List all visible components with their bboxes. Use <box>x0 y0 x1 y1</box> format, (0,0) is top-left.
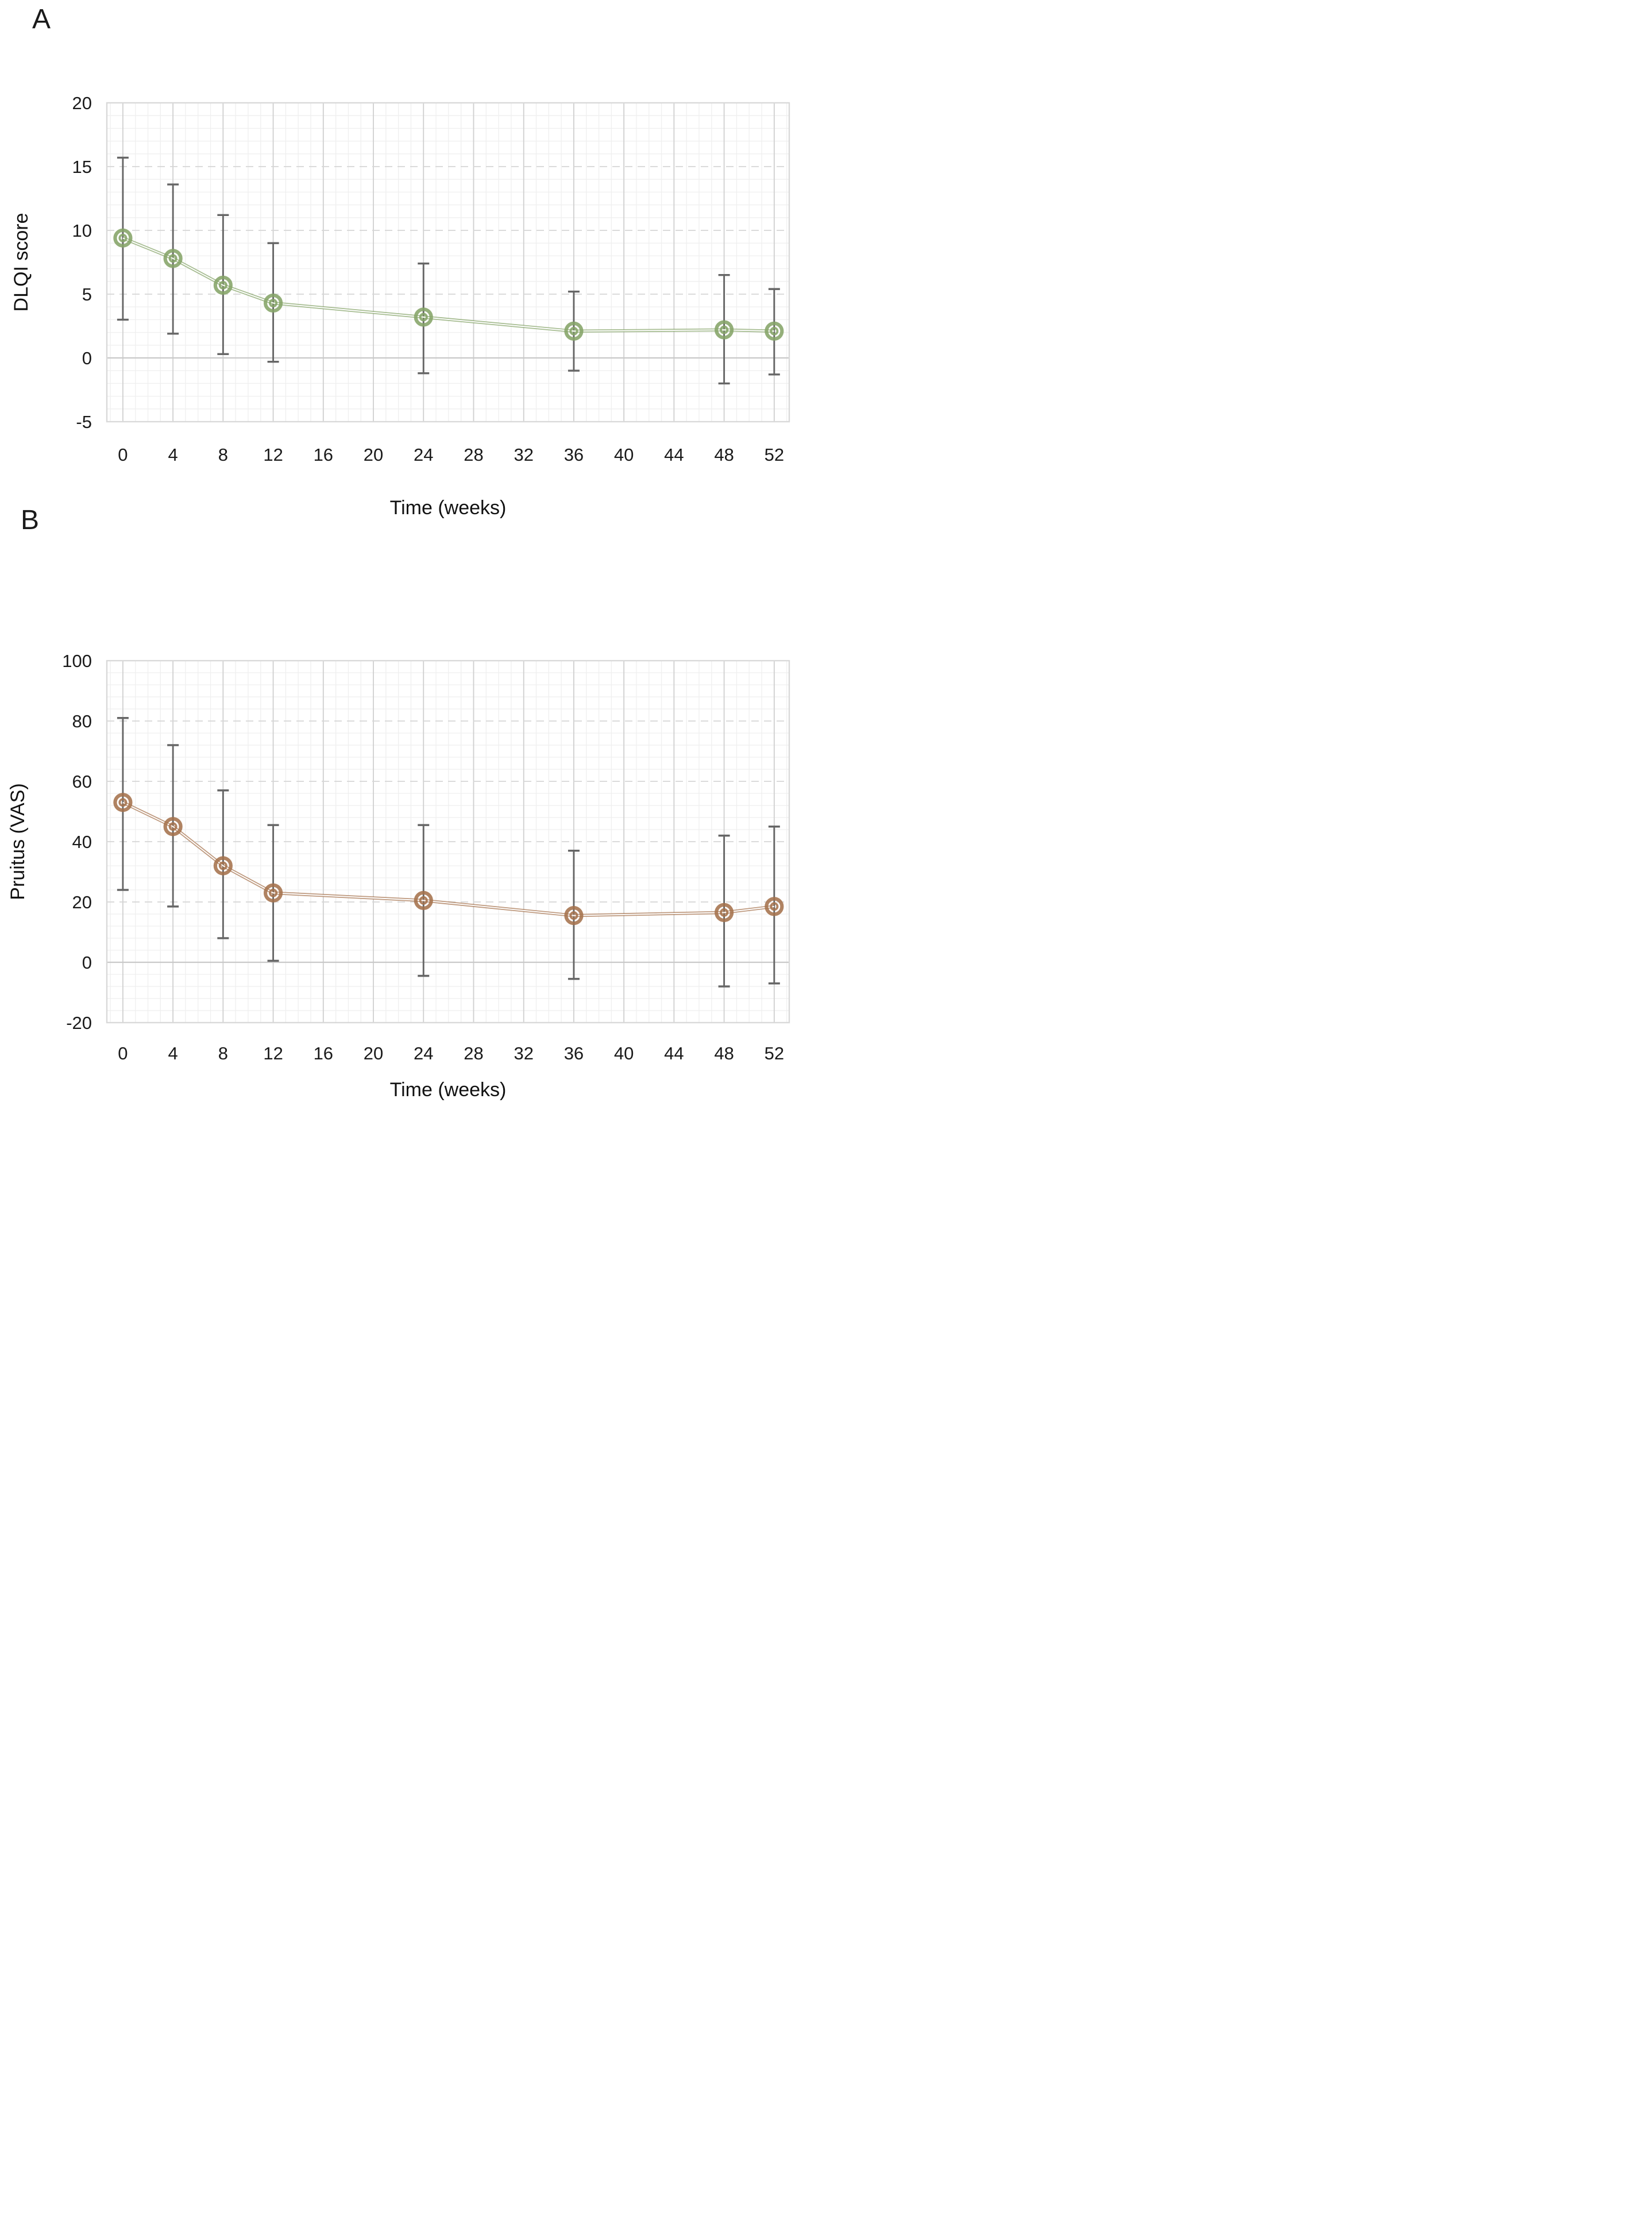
x-axis-title: Time (weeks) <box>390 497 507 519</box>
y-axis-title: Pruitus (VAS) <box>7 783 29 900</box>
y-axis-title: DLQI score <box>10 213 32 312</box>
data-point-marker-inner <box>269 299 278 308</box>
y-tick-label: 10 <box>72 221 92 241</box>
x-tick-label: 8 <box>218 445 228 465</box>
data-point-marker-inner <box>218 280 227 290</box>
x-tick-label: 24 <box>414 445 433 465</box>
data-point-marker-inner <box>269 888 278 897</box>
y-tick-label: 5 <box>82 284 92 304</box>
data-point-markers <box>113 228 784 341</box>
x-tick-label: 36 <box>564 1043 584 1063</box>
chart-b-plot: 0 4 8 12 16 20 24 28 32 36 40 44 48 52100806040200-20… <box>7 651 790 1101</box>
x-tick-label: 16 <box>314 1043 333 1063</box>
grid-major-vertical <box>122 103 775 422</box>
y-tick-label: 15 <box>72 157 92 177</box>
data-point-markers <box>113 793 784 926</box>
x-axis-title: Time (weeks) <box>390 1079 507 1101</box>
x-tick-label: 8 <box>218 1043 228 1063</box>
y-tick-label: -5 <box>76 412 92 432</box>
data-point-marker-outer <box>564 321 584 341</box>
chart-a-plot: 0 4 8 12 16 20 24 28 32 36 40 44 48 5220151050-5Time … <box>10 93 790 519</box>
data-point-marker-outer <box>213 856 233 876</box>
data-point-marker-inner <box>118 233 128 242</box>
data-point-marker-outer <box>113 793 133 812</box>
data-point-marker-outer <box>163 817 183 836</box>
plot-border <box>106 660 790 1024</box>
data-point-marker-inner <box>419 896 428 905</box>
data-point-marker-outer <box>715 903 734 922</box>
y-axis-tick-labels: 100 80 60 40 20 0 -20 <box>62 651 92 1033</box>
y-tick-label: -20 <box>66 1013 92 1033</box>
panel-b: B 0 4 8 12 16 20 24 28 32 36 40 44 48 52 100 80 60 40 20 0-… <box>0 505 826 1106</box>
data-point-marker-inner <box>569 911 578 920</box>
data-point-marker-outer <box>163 249 183 268</box>
data-point-marker-outer <box>263 883 283 903</box>
x-tick-label: 32 <box>514 445 533 465</box>
data-point-marker-inner <box>118 798 128 807</box>
data-point-marker-inner <box>419 313 428 322</box>
y-tick-label: 0 <box>82 953 92 973</box>
x-tick-label: 16 <box>314 445 333 465</box>
y-tick-label: 0 <box>82 348 92 368</box>
data-point-marker-outer <box>213 275 233 295</box>
x-tick-label: 40 <box>614 1043 634 1063</box>
y-tick-label: 60 <box>72 772 92 792</box>
data-point-marker-outer <box>715 320 734 340</box>
x-tick-label: 0 <box>118 1043 128 1063</box>
y-tick-label: 80 <box>72 711 92 731</box>
x-tick-label: 48 <box>714 1043 734 1063</box>
data-point-marker-inner <box>218 861 227 870</box>
x-tick-label: 12 <box>263 1043 283 1063</box>
data-point-marker-outer <box>414 890 433 910</box>
data-point-marker-inner <box>720 908 729 917</box>
x-tick-label: 44 <box>664 1043 684 1063</box>
x-axis-tick-labels: 0 4 8 12 16 20 24 28 32 36 40 44 48 52 <box>118 445 784 465</box>
data-point-marker-inner <box>770 326 779 336</box>
x-tick-label: 52 <box>765 445 784 465</box>
data-point-marker-outer <box>414 307 433 327</box>
data-point-marker-outer <box>564 906 584 926</box>
series-line-core <box>122 801 774 916</box>
x-tick-label: 44 <box>664 445 684 465</box>
y-tick-label: 20 <box>72 93 92 113</box>
data-point-marker-outer <box>113 228 133 248</box>
data-point-marker-inner <box>569 326 578 336</box>
y-tick-label: 20 <box>72 892 92 912</box>
plot-border <box>106 102 790 423</box>
data-point-marker-inner <box>770 902 779 911</box>
panel-b-letter: B <box>21 505 40 535</box>
y-tick-label: 100 <box>62 651 92 671</box>
x-tick-label: 20 <box>364 445 383 465</box>
data-point-marker-outer <box>263 293 283 313</box>
grid-minor <box>107 103 789 422</box>
data-point-marker-inner <box>720 325 729 334</box>
x-tick-label: 52 <box>765 1043 784 1063</box>
x-tick-label: 20 <box>364 1043 383 1063</box>
x-tick-label: 36 <box>564 445 584 465</box>
x-tick-label: 24 <box>414 1043 433 1063</box>
x-tick-label: 32 <box>514 1043 533 1063</box>
y-tick-label: 40 <box>72 832 92 852</box>
x-tick-label: 40 <box>614 445 634 465</box>
x-tick-label: 4 <box>168 1043 178 1063</box>
panel-a-letter: A <box>32 4 51 34</box>
x-tick-label: 0 <box>118 445 128 465</box>
data-point-marker-outer <box>765 897 784 916</box>
x-tick-label: 28 <box>464 1043 483 1063</box>
x-tick-label: 48 <box>714 445 734 465</box>
x-tick-label: 4 <box>168 445 178 465</box>
y-axis-tick-labels: 20 15 10 5 0 -5 <box>72 93 92 432</box>
x-tick-label: 12 <box>263 445 283 465</box>
data-point-marker-inner <box>168 254 177 263</box>
grid-major-horizontal <box>107 720 789 903</box>
panel-a: A 0 4 8 12 16 20 24 28 32 36 40 44 48 52 20 15 10 5 0 -5 Tim… <box>0 0 826 552</box>
x-axis-tick-labels: 0 4 8 12 16 20 24 28 32 36 40 44 48 52 <box>118 1043 784 1063</box>
x-tick-label: 28 <box>464 445 483 465</box>
data-point-marker-inner <box>168 822 177 831</box>
data-point-marker-outer <box>765 321 784 341</box>
